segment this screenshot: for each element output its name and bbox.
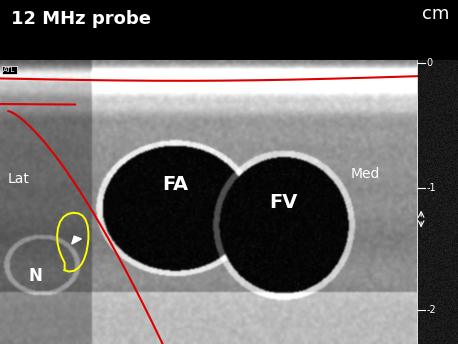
- Polygon shape: [72, 236, 82, 244]
- Text: cm: cm: [421, 5, 449, 23]
- Text: FV: FV: [269, 193, 298, 212]
- Text: Med: Med: [350, 166, 380, 181]
- Text: 0: 0: [426, 58, 433, 68]
- Text: N: N: [28, 267, 43, 285]
- Text: 12 MHz probe: 12 MHz probe: [11, 10, 152, 28]
- Text: -2: -2: [426, 305, 436, 315]
- Text: Lat: Lat: [7, 172, 29, 186]
- Text: ATL: ATL: [3, 67, 16, 73]
- Text: -1: -1: [426, 183, 436, 193]
- Text: FA: FA: [162, 175, 188, 194]
